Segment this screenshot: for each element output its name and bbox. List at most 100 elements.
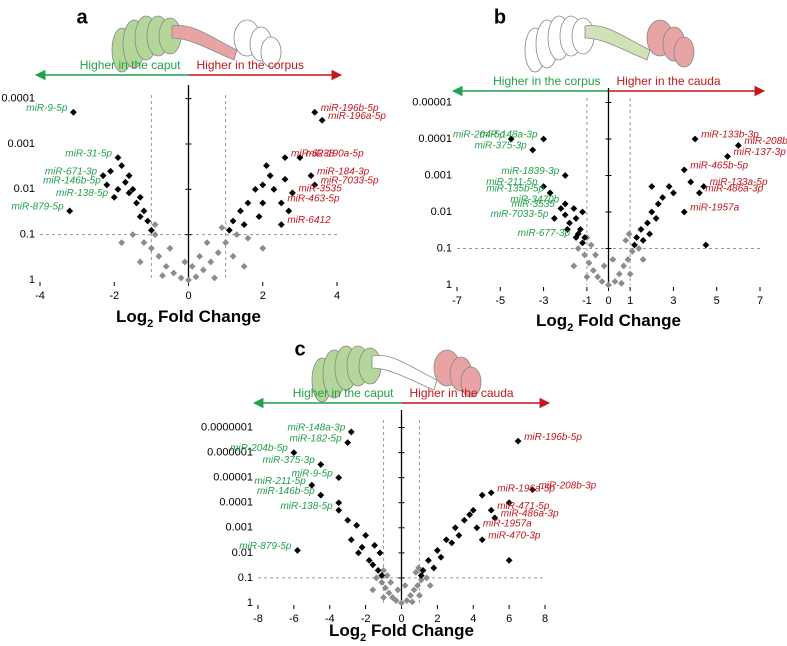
data-point: [166, 244, 174, 252]
data-point: [654, 200, 662, 208]
annotation: miR-133a-5p: [710, 177, 768, 188]
data-point: [383, 572, 391, 579]
data-point: [392, 597, 400, 604]
data-point: [311, 181, 319, 189]
data-point: [118, 162, 126, 170]
data-point: [355, 549, 362, 557]
data-point: [196, 252, 204, 260]
data-point: [344, 516, 352, 524]
data-point: [505, 557, 513, 564]
data-point: [417, 576, 425, 584]
annotation: miR-677-3p: [518, 228, 571, 239]
data-point: [417, 572, 425, 579]
data-point: [625, 230, 633, 238]
data-point: [317, 461, 325, 468]
y-tick-label: 0.000001: [207, 446, 253, 458]
data-point: [358, 543, 366, 551]
data-point: [680, 166, 688, 174]
data-point: [147, 244, 155, 252]
panel-letter: c: [294, 338, 305, 360]
data-point: [505, 499, 513, 507]
x-tick-label: 0: [605, 295, 611, 307]
data-point: [240, 221, 248, 229]
data-point: [433, 547, 441, 554]
data-point: [311, 108, 319, 116]
annotation: miR-7033-5p: [321, 176, 379, 187]
data-point: [425, 557, 432, 564]
data-point: [218, 224, 226, 232]
data-point: [162, 262, 170, 270]
arrow-label: Higher in the caput: [80, 58, 181, 72]
data-point: [181, 258, 189, 266]
annotation: miR-9-5p: [26, 103, 68, 114]
annotation: miR-463-5p: [287, 194, 340, 205]
annotation: miR-671-3p: [45, 166, 98, 177]
y-tick-label: 0.001: [424, 169, 452, 181]
data-point: [380, 594, 387, 601]
y-tick-label: 0.00001: [213, 472, 253, 484]
data-point: [659, 194, 667, 201]
data-point: [114, 154, 122, 162]
x-tick-label: 3: [670, 295, 676, 307]
annotation: miR-486a-3p: [501, 508, 559, 519]
annotation: miR-1839-3p: [501, 166, 559, 177]
data-point: [412, 568, 420, 576]
data-point: [307, 172, 315, 180]
data-point: [622, 237, 630, 244]
data-point: [129, 231, 137, 239]
data-point: [587, 241, 595, 249]
data-point: [566, 219, 573, 227]
data-point: [626, 270, 634, 278]
data-point: [277, 199, 285, 207]
data-point: [381, 584, 389, 592]
x-axis-title-part: Log: [329, 621, 360, 640]
data-point: [222, 239, 230, 247]
annotation: miR-375-3p: [475, 141, 528, 152]
data-point: [365, 557, 373, 564]
x-tick-label: 0: [185, 290, 191, 302]
data-point: [237, 207, 244, 215]
data-point: [136, 193, 144, 201]
x-tick-label: 2: [434, 613, 440, 625]
data-point: [259, 244, 267, 252]
y-tick-label: 0.01: [431, 206, 452, 218]
annotation: miR-879-5p: [239, 541, 292, 552]
data-point: [66, 207, 74, 215]
data-point: [192, 273, 200, 281]
cauda-lobe: [260, 36, 282, 68]
data-point: [416, 592, 423, 599]
data-point: [129, 185, 137, 193]
data-point: [251, 185, 259, 193]
data-point: [426, 582, 434, 589]
data-point: [121, 178, 129, 186]
data-point: [114, 185, 122, 193]
data-point: [670, 189, 677, 197]
data-point: [572, 215, 580, 222]
data-point: [159, 272, 166, 280]
data-point: [563, 226, 571, 233]
data-point: [151, 231, 159, 239]
data-point: [263, 162, 270, 170]
data-point: [581, 251, 589, 259]
x-tick-label: 0: [398, 613, 404, 625]
x-axis-title-part: Fold Change: [366, 621, 474, 640]
data-point: [702, 241, 710, 249]
y-tick-label: 0.00001: [412, 96, 452, 108]
data-point: [407, 592, 414, 599]
data-point: [572, 234, 580, 241]
data-point: [344, 439, 352, 447]
data-point: [540, 135, 547, 143]
data-point: [491, 514, 499, 522]
data-point: [118, 239, 126, 247]
data-point: [648, 208, 656, 216]
data-point: [255, 213, 263, 221]
annotation: miR-204b-5p: [230, 443, 288, 454]
annotation: miR-1957a: [483, 518, 532, 529]
data-point: [631, 241, 638, 249]
data-point: [125, 189, 133, 197]
data-point: [401, 582, 409, 589]
data-point: [414, 582, 422, 589]
data-point: [387, 578, 395, 586]
data-point: [585, 259, 593, 267]
x-tick-label: -7: [452, 295, 462, 307]
